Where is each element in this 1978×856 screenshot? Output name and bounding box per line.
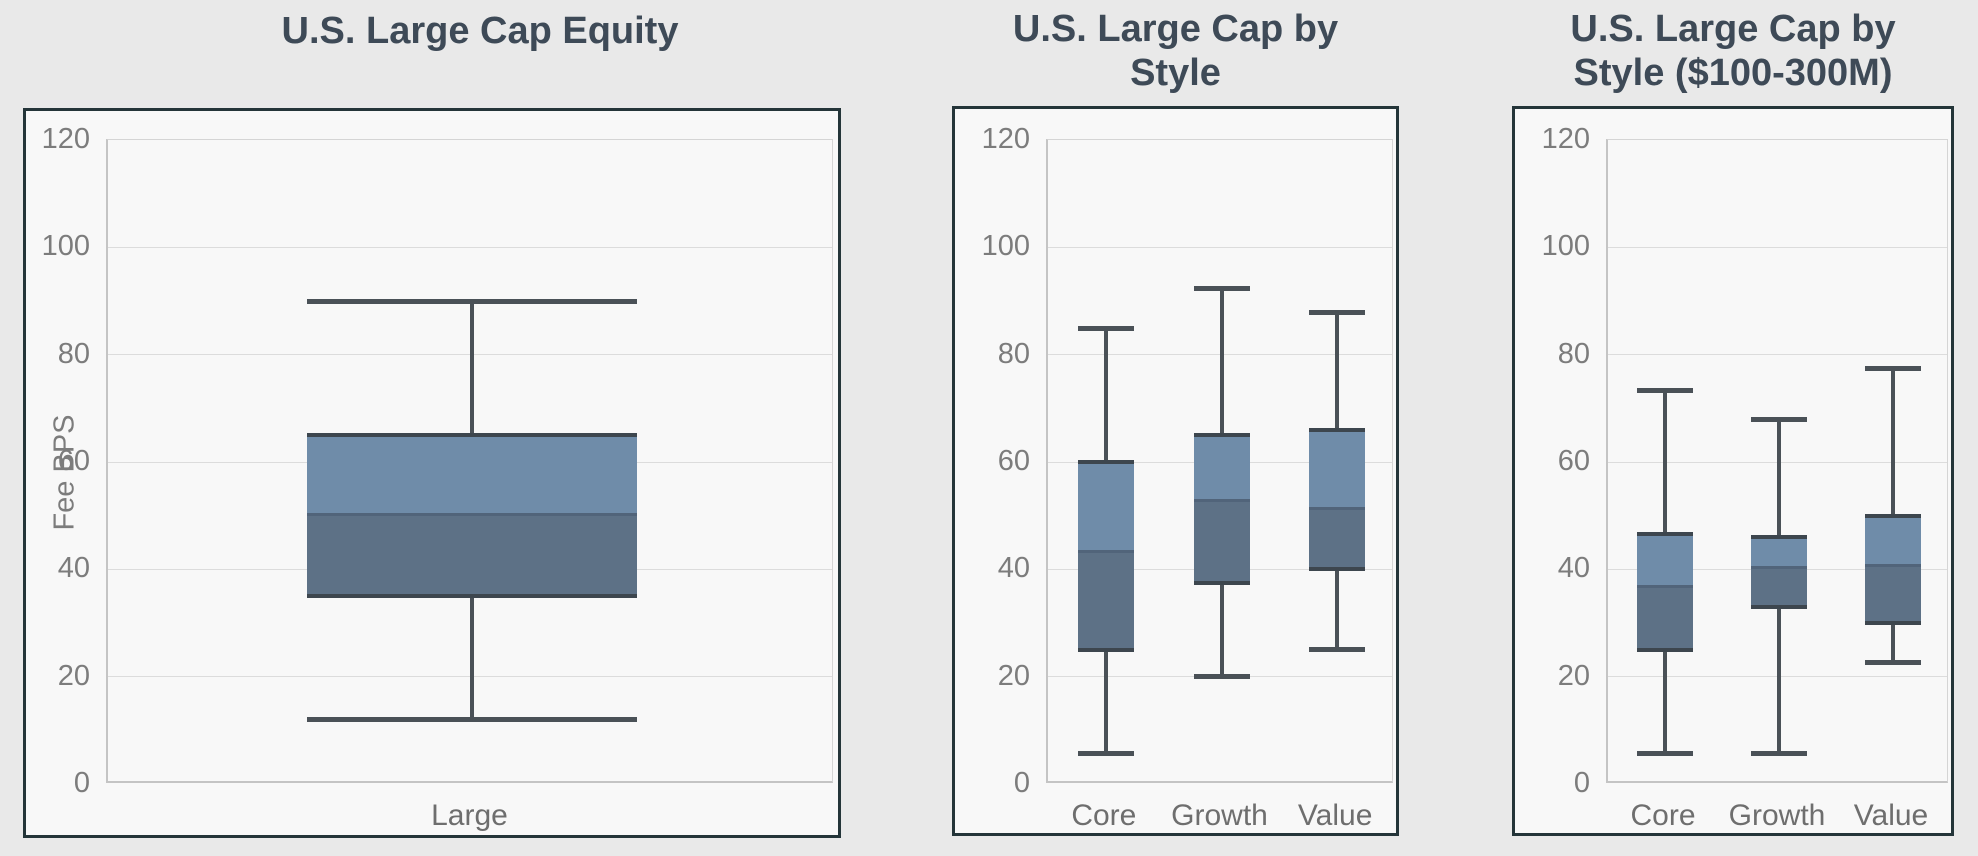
- box-whisker-cap-max: [1637, 387, 1693, 393]
- plot-area: [1606, 139, 1948, 783]
- y-axis-tick-label: 100: [1541, 230, 1590, 263]
- y-axis-tick-label: 20: [997, 659, 1030, 692]
- y-axis-tick-label: 40: [57, 552, 90, 585]
- box-lower-half: [1751, 569, 1807, 605]
- y-axis-tick-label: 100: [981, 230, 1030, 263]
- box-whisker-cap-min: [1193, 673, 1250, 679]
- box-upper-half: [1865, 517, 1921, 567]
- box-lower-half: [306, 515, 637, 595]
- x-axis-category-label: Value: [1853, 799, 1929, 832]
- y-axis-tick-label: 0: [73, 767, 90, 799]
- box-growth: [1751, 535, 1807, 609]
- box-whisker-cap-max: [306, 299, 637, 304]
- box-value: [1865, 513, 1921, 625]
- box-upper-half: [1077, 464, 1134, 554]
- box-whisker-cap-max: [1309, 309, 1366, 315]
- box-whisker-cap-min: [1077, 751, 1134, 757]
- chart-title: U.S. Large Cap by Style: [1012, 8, 1339, 94]
- box-lower-half: [1637, 588, 1693, 648]
- box-large: [306, 433, 637, 599]
- box-whisker-cap-min: [1637, 751, 1693, 757]
- y-axis-tick-label: 20: [57, 659, 90, 692]
- x-axis-category-label: Growth: [1728, 799, 1826, 832]
- y-axis-tick-label: 20: [1557, 659, 1590, 692]
- chart-title: U.S. Large Cap Equity: [281, 10, 679, 52]
- x-axis-category-label: Growth: [1171, 799, 1268, 832]
- y-axis-tick-label: 0: [1573, 767, 1590, 799]
- y-axis-tick-label: 120: [981, 123, 1030, 155]
- plot-area: [106, 139, 833, 783]
- x-axis-category-label: Large: [431, 799, 508, 832]
- y-axis-tick-label: 0: [1013, 767, 1030, 799]
- box-upper-half: [306, 437, 637, 516]
- x-axis-category-label: Core: [1071, 799, 1137, 832]
- y-axis-tick-label: 60: [997, 445, 1030, 477]
- y-axis-tick-label: 80: [57, 337, 90, 370]
- box-whisker-cap-min: [1865, 660, 1921, 666]
- box-whisker-cap-min: [306, 716, 637, 722]
- gridline-100: [108, 246, 832, 248]
- chart-title: U.S. Large Cap by Style ($100-300M): [1570, 8, 1896, 94]
- box-upper-half: [1751, 539, 1807, 570]
- x-axis-category-label: Core: [1630, 799, 1696, 832]
- chart-us-large-cap-by-style-100-300m: U.S. Large Cap by Style ($100-300M) 0 20 4…: [1512, 0, 1954, 856]
- chart-panel: 0 20 40 60 80 100 120 Core Growth Value: [1512, 106, 1954, 836]
- chart-panel: Fee BPS 0 20 40 60 80 100 120 Large: [23, 108, 841, 838]
- x-axis-category-label: Value: [1297, 799, 1373, 832]
- box-whisker-cap-min: [1309, 646, 1366, 652]
- gridline-100: [1608, 246, 1947, 248]
- box-growth: [1193, 433, 1250, 585]
- y-axis-tick-label: 60: [57, 445, 90, 477]
- y-axis-tick-label: 40: [997, 552, 1030, 585]
- box-lower-half: [1077, 553, 1134, 648]
- box-whisker-cap-max: [1865, 366, 1921, 372]
- box-whisker-cap-min: [1751, 751, 1807, 757]
- gridline-80: [1608, 354, 1947, 356]
- chart-us-large-cap-equity: U.S. Large Cap Equity Fee BPS 0 20 40 60 80 1…: [23, 0, 841, 856]
- box-value: [1309, 427, 1366, 572]
- box-whisker-cap-max: [1193, 285, 1250, 291]
- plot-area: [1046, 139, 1393, 783]
- y-axis-tick-label: 120: [1541, 123, 1590, 155]
- y-axis-tick-label: 80: [997, 337, 1030, 370]
- box-upper-half: [1309, 431, 1366, 511]
- y-axis-tick-label: 80: [1557, 337, 1590, 370]
- box-whisker-cap-max: [1077, 325, 1134, 331]
- box-lower-half: [1865, 566, 1921, 621]
- y-axis-tick-label: 100: [41, 230, 90, 263]
- y-axis-tick-label: 120: [41, 123, 90, 155]
- box-core: [1077, 460, 1134, 652]
- chart-panel: 0 20 40 60 80 100 120 Core Growth Value: [952, 106, 1399, 836]
- gridline-100: [1048, 246, 1392, 248]
- box-upper-half: [1637, 536, 1693, 589]
- box-core: [1637, 532, 1693, 652]
- box-lower-half: [1309, 510, 1366, 568]
- box-lower-half: [1193, 502, 1250, 581]
- box-whisker-cap-max: [1751, 417, 1807, 423]
- y-axis-tick-label: 60: [1557, 445, 1590, 477]
- y-axis-tick-label: 40: [1557, 552, 1590, 585]
- chart-us-large-cap-by-style: U.S. Large Cap by Style 0 20 40 60 80 100 120 C…: [952, 0, 1399, 856]
- box-upper-half: [1193, 437, 1250, 503]
